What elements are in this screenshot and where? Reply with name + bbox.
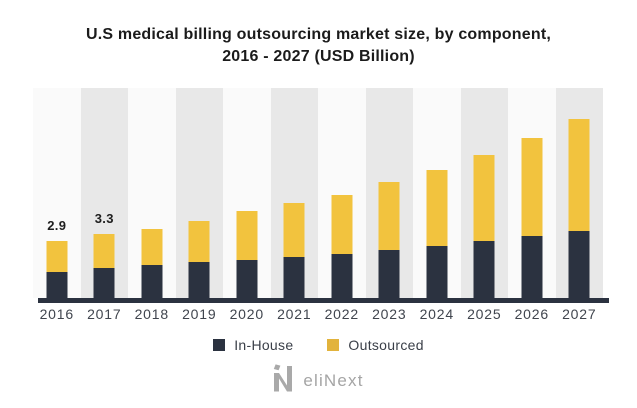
bar-column-2018: [128, 88, 176, 298]
bar-segment-in-house: [331, 253, 353, 298]
legend-item-in-house: In-House: [213, 337, 293, 353]
bar-column-2027: [555, 88, 603, 298]
legend: In-House Outsourced: [0, 337, 637, 353]
brand-footer: eliNext: [0, 364, 637, 397]
x-tick-label-2017: 2017: [87, 306, 122, 322]
legend-label-in-house: In-House: [234, 337, 294, 353]
stacked-bar-2017: [93, 234, 115, 298]
x-tick-label-2026: 2026: [514, 306, 549, 322]
plot-area: 2.9 3.3: [33, 88, 603, 298]
bar-segment-outsourced: [473, 155, 495, 241]
bar-segment-outsourced: [46, 240, 68, 273]
stacked-bar-2024: [426, 170, 448, 298]
bar-segment-outsourced: [331, 194, 353, 254]
bar-segment-outsourced: [568, 118, 590, 231]
x-tick-label-2027: 2027: [562, 306, 597, 322]
stacked-bar-2020: [236, 211, 258, 298]
bar-segment-in-house: [93, 267, 115, 298]
bar-value-label-2016: 2.9: [47, 217, 67, 233]
stacked-bar-2025: [473, 155, 495, 298]
x-tick-label-2018: 2018: [134, 306, 169, 322]
bar-segment-in-house: [473, 240, 495, 298]
x-tick-label-2025: 2025: [467, 306, 502, 322]
stacked-bar-2019: [188, 221, 210, 298]
bar-segment-outsourced: [188, 221, 210, 262]
x-tick-label-2023: 2023: [372, 306, 407, 322]
stacked-bar-2021: [283, 203, 305, 298]
bar-segment-outsourced: [521, 138, 543, 236]
x-tick-label-2016: 2016: [39, 306, 74, 322]
x-tick-label-2022: 2022: [324, 306, 359, 322]
bar-column-2020: [223, 88, 271, 298]
legend-item-outsourced: Outsourced: [327, 337, 423, 353]
bar-segment-outsourced: [236, 211, 258, 260]
stacked-bar-2023: [378, 181, 400, 298]
x-tick-label-2019: 2019: [182, 306, 217, 322]
x-tick-label-2020: 2020: [229, 306, 264, 322]
bar-segment-in-house: [521, 235, 543, 298]
bar-column-2024: [413, 88, 461, 298]
bar-segment-outsourced: [426, 170, 448, 246]
chart-title-line2: 2016 - 2027 (USD Billion): [222, 48, 415, 65]
stacked-bar-2027: [568, 118, 590, 298]
bar-column-2021: [270, 88, 318, 298]
legend-label-outsourced: Outsourced: [348, 337, 424, 353]
bar-column-2016: 2.9: [33, 88, 81, 298]
bar-segment-outsourced: [141, 229, 163, 265]
bar-column-2017: 3.3: [80, 88, 128, 298]
bar-column-2023: [365, 88, 413, 298]
bar-segment-outsourced: [378, 181, 400, 250]
outsourced-swatch-icon: [327, 339, 340, 351]
bar-segment-in-house: [378, 249, 400, 298]
bar-value-label-2017: 3.3: [94, 211, 114, 226]
stacked-bar-2016: [46, 240, 68, 298]
chart-title: U.S medical billing outsourcing market s…: [0, 24, 637, 68]
bar-segment-in-house: [188, 261, 210, 298]
x-axis-line: [38, 298, 609, 303]
in-house-swatch-icon: [213, 339, 226, 351]
elinext-n-icon: [273, 364, 294, 397]
bar-column-2026: [508, 88, 556, 298]
bar-segment-outsourced: [93, 234, 115, 268]
bar-segment-in-house: [568, 231, 590, 298]
bar-column-2025: [460, 88, 508, 298]
stacked-bar-2018: [141, 229, 163, 298]
bar-segment-in-house: [426, 245, 448, 298]
bar-column-2022: [318, 88, 366, 298]
x-tick-label-2024: 2024: [419, 306, 454, 322]
bar-segment-in-house: [283, 256, 305, 298]
bar-segment-outsourced: [283, 203, 305, 257]
chart-title-line1: U.S medical billing outsourcing market s…: [85, 26, 551, 43]
bar-segment-in-house: [236, 259, 258, 298]
brand-text: eliNext: [303, 370, 364, 390]
bar-segment-in-house: [141, 264, 163, 298]
x-axis-labels: 2016 2017 2018 2019 2020 2021 2022 2023 2024 2025…: [33, 306, 603, 322]
stacked-bar-2022: [331, 194, 353, 298]
stacked-bar-2026: [521, 138, 543, 298]
bar-segment-in-house: [46, 272, 68, 298]
x-tick-label-2021: 2021: [277, 306, 312, 322]
bar-column-2019: [175, 88, 223, 298]
